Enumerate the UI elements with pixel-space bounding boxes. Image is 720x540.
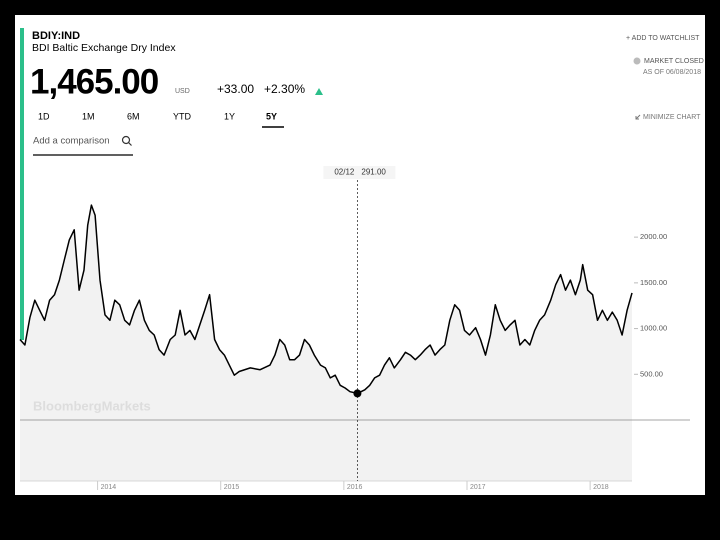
crosshair-date: 02/12: [334, 168, 355, 177]
timeframes: 1D 1M 6M YTD 1Y 5Y: [38, 111, 284, 128]
timeframe-button[interactable]: 1D: [38, 111, 50, 121]
status-dot: [633, 57, 641, 65]
crosshair-dot: [353, 389, 362, 398]
minimize-icon: [635, 114, 641, 120]
x-tick-label: 2018: [593, 484, 609, 491]
comparison-input[interactable]: Add a comparison: [33, 136, 110, 147]
minimize-button[interactable]: MINIMIZE CHART: [643, 114, 701, 121]
timeframe-button[interactable]: 6M: [127, 111, 140, 121]
timeframe-button[interactable]: YTD: [173, 111, 192, 121]
currency: USD: [175, 88, 190, 95]
up-arrow: [315, 88, 323, 95]
lower-band: [20, 420, 632, 481]
y-tick-label: 1500.00: [640, 278, 667, 287]
crosshair-value: 291.00: [361, 168, 386, 177]
change-percent: +2.30%: [264, 82, 305, 96]
as-of-date: AS OF 06/08/2018: [643, 69, 701, 76]
y-tick-label: 500.00: [640, 369, 663, 378]
timeframe-button[interactable]: 1M: [82, 111, 95, 121]
watchlist-button[interactable]: + ADD TO WATCHLIST: [626, 35, 700, 42]
timeframe-button[interactable]: 1Y: [224, 111, 235, 121]
x-tick-label: 2016: [347, 484, 363, 491]
change: +33.00: [217, 82, 254, 96]
price-line: [19, 204, 633, 395]
price: 1,465.00: [30, 62, 159, 101]
accent-bar: [20, 28, 24, 340]
x-tick-label: 2014: [101, 484, 117, 491]
instrument-name: BDI Baltic Exchange Dry Index: [32, 42, 176, 54]
x-tick-label: 2015: [224, 484, 240, 491]
market-status: MARKET CLOSED: [644, 58, 704, 65]
watermark: BloombergMarkets: [33, 398, 151, 413]
timeframe-button[interactable]: 5Y: [266, 111, 277, 121]
x-tick-label: 2017: [470, 484, 486, 491]
ticker: BDIY:IND: [32, 30, 80, 42]
plot: BloombergMarkets 500.00 1000.00 1500.00 2000…: [19, 166, 690, 491]
y-tick-label: 1000.00: [640, 324, 667, 333]
area-fill: [20, 205, 632, 420]
search-icon: [121, 135, 131, 145]
search-icon-handle: [128, 142, 132, 146]
y-tick-label: 2000.00: [640, 232, 667, 241]
crosshair-label-bg: [323, 166, 396, 179]
